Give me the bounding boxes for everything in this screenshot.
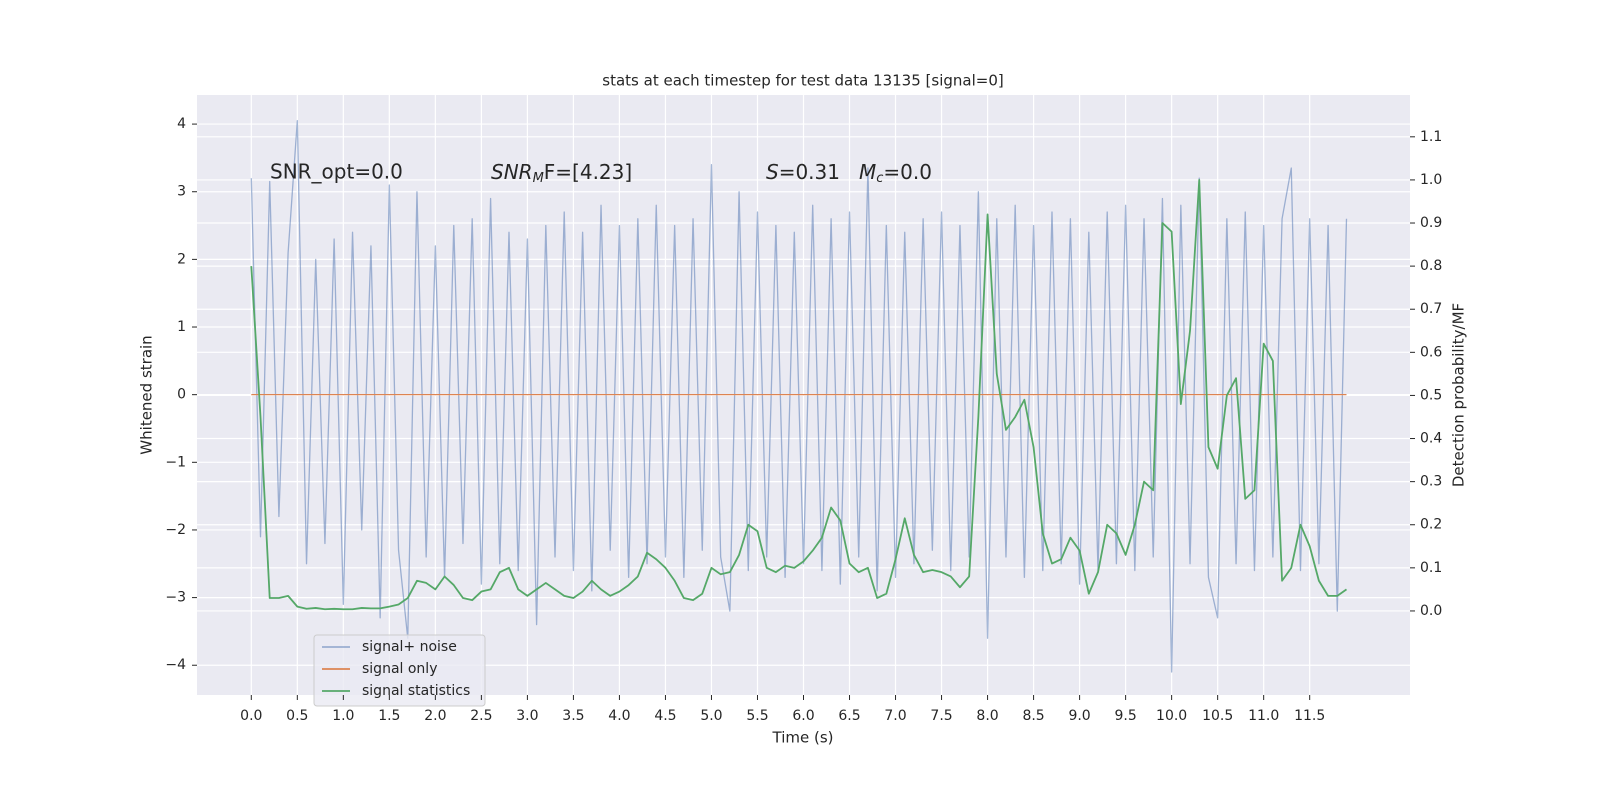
x-tick-label: 10.5 xyxy=(1202,708,1233,724)
y-tick-label: −3 xyxy=(165,590,186,606)
x-tick-label: 1.5 xyxy=(378,708,400,724)
x-tick-label: 7.5 xyxy=(930,708,952,724)
annotation-part: SNR xyxy=(491,160,533,184)
annotation: Mc=0.0 xyxy=(859,160,932,186)
y2-tick-label: 0.1 xyxy=(1420,560,1442,576)
annotation: SNRMF=[4.23] xyxy=(491,160,632,186)
x-tick-label: 7.0 xyxy=(884,708,906,724)
x-tick-label: 11.0 xyxy=(1248,708,1279,724)
x-tick-label: 3.5 xyxy=(562,708,584,724)
y2-tick-label: 0.7 xyxy=(1420,301,1442,317)
x-tick-label: 10.0 xyxy=(1156,708,1187,724)
y2-tick-label: 0.8 xyxy=(1420,258,1442,274)
y2-tick-label: 1.0 xyxy=(1420,172,1442,188)
annotation: SNR_opt=0.0 xyxy=(270,160,403,184)
y-tick-label: 1 xyxy=(177,319,186,335)
x-axis-label: Time (s) xyxy=(772,729,834,747)
y2-tick-label: 0.0 xyxy=(1420,603,1442,619)
x-tick-label: 5.0 xyxy=(700,708,722,724)
y-tick-label: −1 xyxy=(165,454,186,470)
marks xyxy=(250,120,1348,673)
y2-tick-label: 0.3 xyxy=(1420,474,1442,490)
y2-tick-label: 0.6 xyxy=(1420,344,1442,360)
legend: signal+ noise signal only signal statistic… xyxy=(313,634,486,707)
annotation-subscript: c xyxy=(876,171,883,186)
y-tick-label: −2 xyxy=(165,522,186,538)
x-tick-label: 9.0 xyxy=(1068,708,1090,724)
y2-axis-label: Detection probability/MF xyxy=(1450,303,1468,487)
series-line xyxy=(250,120,1348,673)
x-tick-label: 11.5 xyxy=(1294,708,1325,724)
annotation-part: S xyxy=(766,160,779,184)
y2-tick-label: 0.4 xyxy=(1420,431,1442,447)
y-axis-label: Whitened strain xyxy=(138,335,156,454)
x-tick-label: 3.0 xyxy=(516,708,538,724)
x-tick-label: 8.5 xyxy=(1022,708,1044,724)
annotation-part: M xyxy=(859,160,876,184)
y-tick-label: 2 xyxy=(177,251,186,267)
x-tick-label: 2.5 xyxy=(470,708,492,724)
x-tick-label: 6.5 xyxy=(838,708,860,724)
y2-tick-label: 0.5 xyxy=(1420,387,1442,403)
legend-label: signal+ noise xyxy=(362,639,457,655)
annotation-subscript: M xyxy=(533,171,544,186)
y-tick-label: 4 xyxy=(177,116,186,132)
x-tick-label: 6.0 xyxy=(792,708,814,724)
x-tick-label: 4.5 xyxy=(654,708,676,724)
x-tick-label: 2.0 xyxy=(424,708,446,724)
y-tick-label: 3 xyxy=(177,184,186,200)
y2-tick-label: 1.1 xyxy=(1420,129,1442,145)
annotation-part: =0.0 xyxy=(883,160,932,184)
y-tick-label: −4 xyxy=(165,657,186,673)
y2-tick-label: 0.9 xyxy=(1420,215,1442,231)
y2-tick-label: 0.2 xyxy=(1420,517,1442,533)
x-tick-label: 9.5 xyxy=(1114,708,1136,724)
legend-label: signal only xyxy=(362,661,437,677)
x-tick-label: 4.0 xyxy=(608,708,630,724)
x-tick-label: 0.5 xyxy=(286,708,308,724)
annotation: S=0.31 xyxy=(766,160,840,184)
x-tick-label: 5.5 xyxy=(746,708,768,724)
x-tick-label: 0.0 xyxy=(240,708,262,724)
annotation-part: F=[4.23] xyxy=(544,160,632,184)
x-tick-label: 8.0 xyxy=(976,708,998,724)
annotation-part: =0.31 xyxy=(779,160,840,184)
legend-label: signal statistics xyxy=(362,683,470,699)
chart-title: stats at each timestep for test data 131… xyxy=(602,72,1003,90)
x-tick-label: 1.0 xyxy=(332,708,354,724)
y-tick-label: 0 xyxy=(177,387,186,403)
series-line xyxy=(250,179,1348,611)
legend-frame xyxy=(313,634,486,707)
